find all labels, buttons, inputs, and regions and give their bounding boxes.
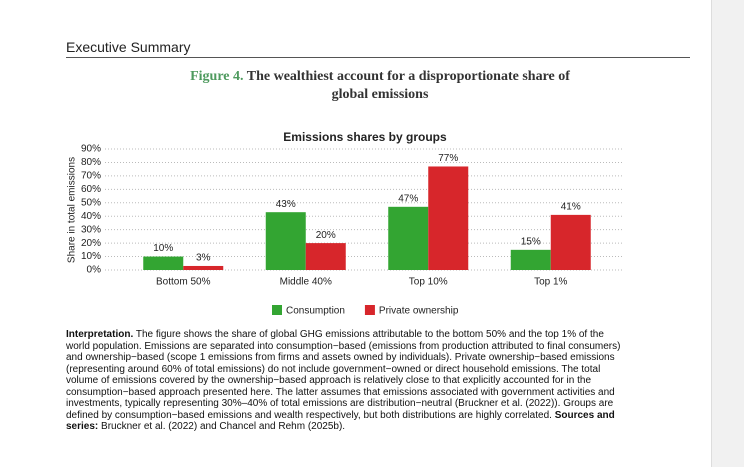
sources-label: Sources and series: bbox=[66, 409, 615, 433]
value-label: 15% bbox=[521, 236, 541, 247]
legend-swatch bbox=[272, 305, 282, 315]
scrollbar-strip bbox=[711, 0, 744, 467]
y-tick-label: 30% bbox=[81, 224, 101, 235]
chart: Emissions shares by groups Share in tota… bbox=[67, 130, 622, 317]
bar bbox=[388, 206, 429, 270]
y-tick-label: 90% bbox=[81, 144, 101, 155]
value-label: 3% bbox=[196, 253, 211, 264]
bar bbox=[510, 249, 551, 270]
interpretation-text: The figure shows the share of global GHG… bbox=[66, 329, 621, 421]
bar bbox=[550, 214, 591, 270]
value-label: 20% bbox=[316, 230, 336, 241]
bar bbox=[143, 256, 184, 270]
section-header: Executive Summary bbox=[66, 39, 191, 55]
chart-title: Emissions shares by groups bbox=[283, 130, 447, 144]
bar bbox=[183, 265, 224, 270]
legend-label: Consumption bbox=[286, 306, 345, 317]
bar bbox=[265, 212, 306, 270]
value-label: 47% bbox=[398, 193, 418, 204]
value-label: 77% bbox=[438, 153, 458, 164]
y-tick-label: 50% bbox=[81, 197, 101, 208]
y-tick-label: 20% bbox=[81, 238, 101, 249]
x-tick-label: Top 10% bbox=[409, 277, 448, 288]
y-tick-label: 80% bbox=[81, 157, 101, 168]
value-label: 41% bbox=[561, 202, 581, 213]
sources-text: Bruckner et al. (2022) and Chancel and R… bbox=[101, 421, 346, 432]
interpretation-label: Interpretation. bbox=[66, 329, 134, 340]
x-tick-label: Bottom 50% bbox=[156, 277, 211, 288]
legend-label: Private ownership bbox=[379, 306, 459, 317]
value-label: 43% bbox=[276, 199, 296, 210]
value-label: 10% bbox=[153, 243, 173, 254]
y-tick-label: 10% bbox=[81, 251, 101, 262]
figure-title-line: The wealthiest account for a disproporti… bbox=[246, 69, 570, 84]
y-tick-label: 0% bbox=[87, 265, 102, 276]
bar bbox=[305, 243, 346, 270]
figure-title: Figure 4. The wealthiest account for a d… bbox=[140, 68, 620, 104]
figure-title-line: global emissions bbox=[331, 87, 429, 102]
x-tick-label: Top 1% bbox=[534, 277, 567, 288]
figure-label: Figure 4. bbox=[190, 69, 244, 84]
interpretation: Interpretation. The figure shows the sha… bbox=[66, 329, 626, 433]
bar bbox=[428, 166, 469, 270]
y-tick-label: 70% bbox=[81, 171, 101, 182]
y-tick-label: 40% bbox=[81, 211, 101, 222]
y-tick-label: 60% bbox=[81, 184, 101, 195]
legend-swatch bbox=[364, 305, 375, 315]
x-tick-label: Middle 40% bbox=[280, 277, 332, 288]
y-axis-label: Share in total emissions bbox=[67, 157, 78, 263]
header-rule bbox=[66, 57, 690, 58]
